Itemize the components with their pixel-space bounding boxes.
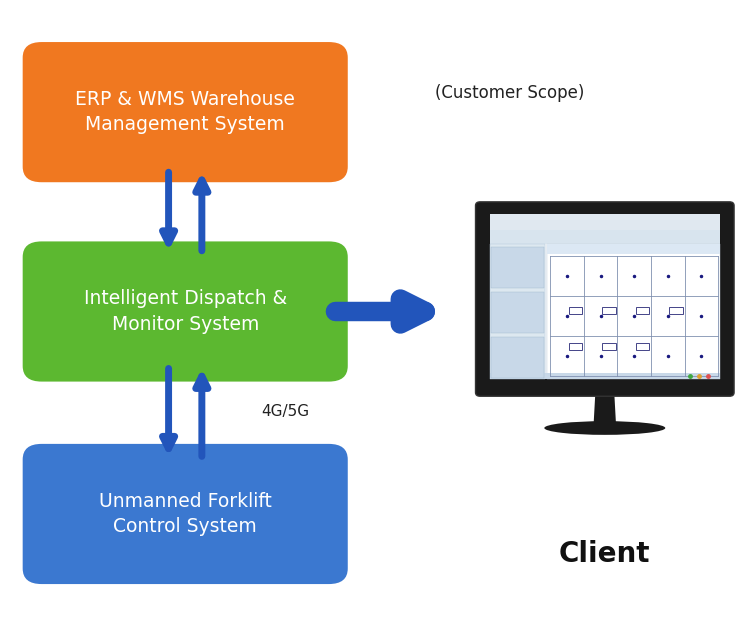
- FancyBboxPatch shape: [23, 42, 348, 183]
- FancyBboxPatch shape: [490, 373, 720, 379]
- FancyBboxPatch shape: [669, 307, 683, 314]
- Text: 4G/5G: 4G/5G: [261, 404, 309, 419]
- Text: ERP & WMS Warehouse
Management System: ERP & WMS Warehouse Management System: [76, 90, 295, 134]
- Text: (Customer Scope): (Customer Scope): [435, 85, 584, 102]
- FancyBboxPatch shape: [547, 244, 720, 254]
- FancyBboxPatch shape: [603, 307, 616, 314]
- FancyBboxPatch shape: [603, 343, 616, 350]
- FancyBboxPatch shape: [490, 214, 720, 379]
- FancyBboxPatch shape: [569, 307, 582, 314]
- FancyBboxPatch shape: [23, 242, 348, 381]
- FancyBboxPatch shape: [636, 307, 649, 314]
- FancyBboxPatch shape: [491, 292, 544, 333]
- FancyBboxPatch shape: [491, 247, 544, 288]
- FancyBboxPatch shape: [490, 231, 720, 244]
- FancyBboxPatch shape: [547, 244, 720, 379]
- FancyBboxPatch shape: [636, 343, 649, 350]
- FancyBboxPatch shape: [476, 202, 734, 396]
- Text: Intelligent Dispatch &
Monitor System: Intelligent Dispatch & Monitor System: [84, 290, 287, 333]
- Ellipse shape: [544, 421, 665, 435]
- Text: Unmanned Forklift
Control System: Unmanned Forklift Control System: [99, 492, 271, 536]
- FancyBboxPatch shape: [23, 444, 348, 584]
- Polygon shape: [593, 392, 616, 427]
- FancyBboxPatch shape: [491, 338, 544, 378]
- Text: Client: Client: [559, 541, 651, 568]
- FancyBboxPatch shape: [490, 214, 720, 231]
- FancyBboxPatch shape: [569, 343, 582, 350]
- FancyBboxPatch shape: [490, 244, 545, 379]
